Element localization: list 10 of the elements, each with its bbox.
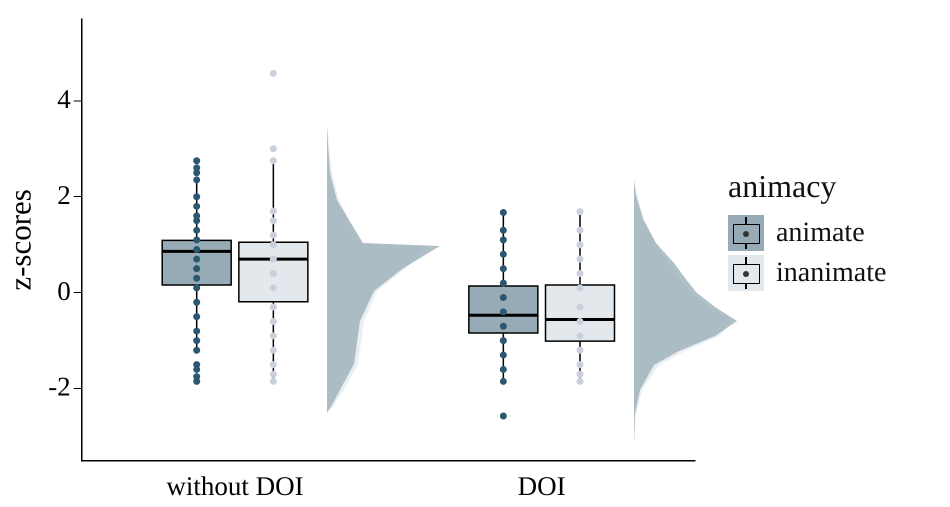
x-tick-label: DOI (518, 470, 566, 501)
legend-label: inanimate (776, 257, 886, 289)
y-tick-label: 0 (57, 276, 71, 306)
legend-title: animacy (728, 168, 838, 205)
y-axis-title: z-scores (2, 189, 38, 291)
x-tick-label: without DOI (166, 470, 304, 501)
y-tick-label: 4 (57, 84, 72, 114)
y-tick-label: -2 (48, 372, 71, 402)
y-tick-label: 2 (57, 180, 71, 210)
legend-label: animate (776, 217, 865, 249)
